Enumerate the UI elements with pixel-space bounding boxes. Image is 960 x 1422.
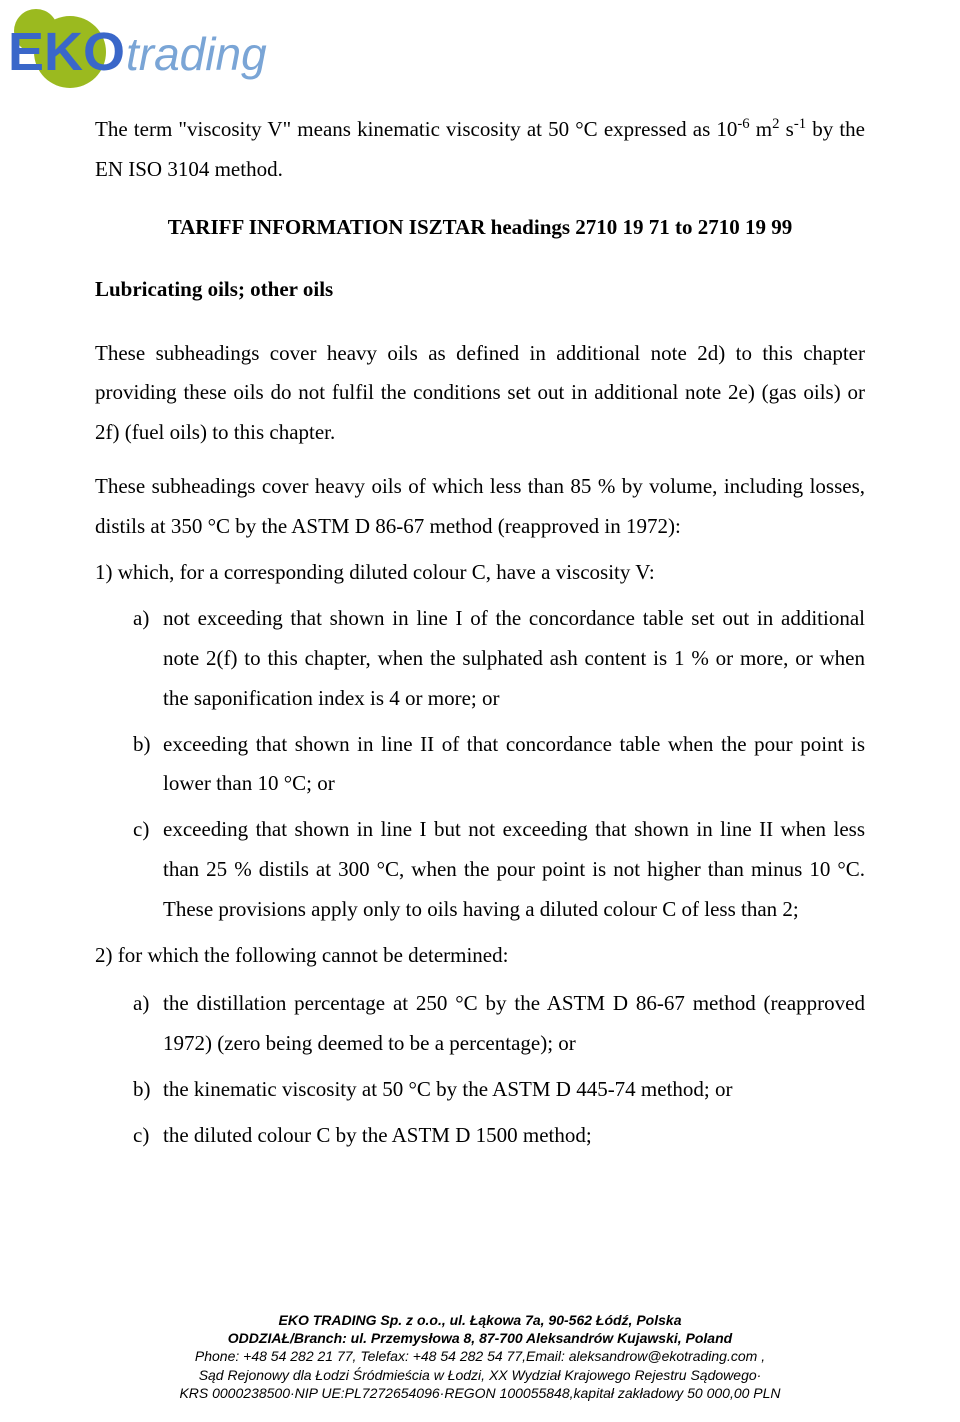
text: s bbox=[779, 117, 793, 141]
list-marker: b) bbox=[133, 1070, 151, 1110]
list-item-b: b) the kinematic viscosity at 50 °C by t… bbox=[133, 1070, 865, 1110]
list-text: exceeding that shown in line I but not e… bbox=[163, 817, 865, 921]
list-text: the kinematic viscosity at 50 °C by the … bbox=[163, 1077, 733, 1101]
list-item-c: c) the diluted colour C by the ASTM D 15… bbox=[133, 1116, 865, 1156]
list-item-a: a) not exceeding that shown in line I of… bbox=[133, 599, 865, 719]
paragraph-3: These subheadings cover heavy oils of wh… bbox=[95, 467, 865, 547]
superscript: -1 bbox=[794, 116, 806, 132]
list-marker: c) bbox=[133, 1116, 149, 1156]
svg-text:EKO: EKO bbox=[8, 22, 125, 82]
list-text: the distillation percentage at 250 °C by… bbox=[163, 991, 865, 1055]
list-text: exceeding that shown in line II of that … bbox=[163, 732, 865, 796]
logo: EKO trading bbox=[8, 8, 288, 93]
footer-line-1: EKO TRADING Sp. z o.o., ul. Łąkowa 7a, 9… bbox=[0, 1311, 960, 1329]
text: The term "viscosity V" means kinematic v… bbox=[95, 117, 737, 141]
list-marker: a) bbox=[133, 599, 149, 639]
list-marker: c) bbox=[133, 810, 149, 850]
list-text: the diluted colour C by the ASTM D 1500 … bbox=[163, 1123, 592, 1147]
paragraph-4: 1) which, for a corresponding diluted co… bbox=[95, 553, 865, 593]
list-2: a) the distillation percentage at 250 °C… bbox=[95, 984, 865, 1156]
subheading-lubricating: Lubricating oils; other oils bbox=[95, 270, 865, 310]
paragraph-2: These subheadings cover heavy oils as de… bbox=[95, 334, 865, 454]
svg-text:trading: trading bbox=[126, 28, 267, 80]
list-marker: b) bbox=[133, 725, 151, 765]
tariff-heading: TARIFF INFORMATION ISZTAR headings 2710 … bbox=[95, 208, 865, 248]
list-item-b: b) exceeding that shown in line II of th… bbox=[133, 725, 865, 805]
list-item-c: c) exceeding that shown in line I but no… bbox=[133, 810, 865, 930]
list-item-a: a) the distillation percentage at 250 °C… bbox=[133, 984, 865, 1064]
list-marker: a) bbox=[133, 984, 149, 1024]
footer: EKO TRADING Sp. z o.o., ul. Łąkowa 7a, 9… bbox=[0, 1311, 960, 1402]
footer-line-5: KRS 0000238500·NIP UE:PL7272654096·REGON… bbox=[0, 1384, 960, 1402]
footer-line-2: ODDZIAŁ/Branch: ul. Przemysłowa 8, 87-70… bbox=[0, 1329, 960, 1347]
footer-line-3: Phone: +48 54 282 21 77, Telefax: +48 54… bbox=[0, 1347, 960, 1365]
paragraph-viscosity-def: The term "viscosity V" means kinematic v… bbox=[95, 110, 865, 190]
superscript: -6 bbox=[737, 116, 749, 132]
footer-line-4: Sąd Rejonowy dla Łodzi Śródmieścia w Łod… bbox=[0, 1366, 960, 1384]
document-body: The term "viscosity V" means kinematic v… bbox=[95, 110, 865, 1161]
list-1: a) not exceeding that shown in line I of… bbox=[95, 599, 865, 930]
text: m bbox=[750, 117, 772, 141]
list-text: not exceeding that shown in line I of th… bbox=[163, 606, 865, 710]
paragraph-5: 2) for which the following cannot be det… bbox=[95, 936, 865, 976]
